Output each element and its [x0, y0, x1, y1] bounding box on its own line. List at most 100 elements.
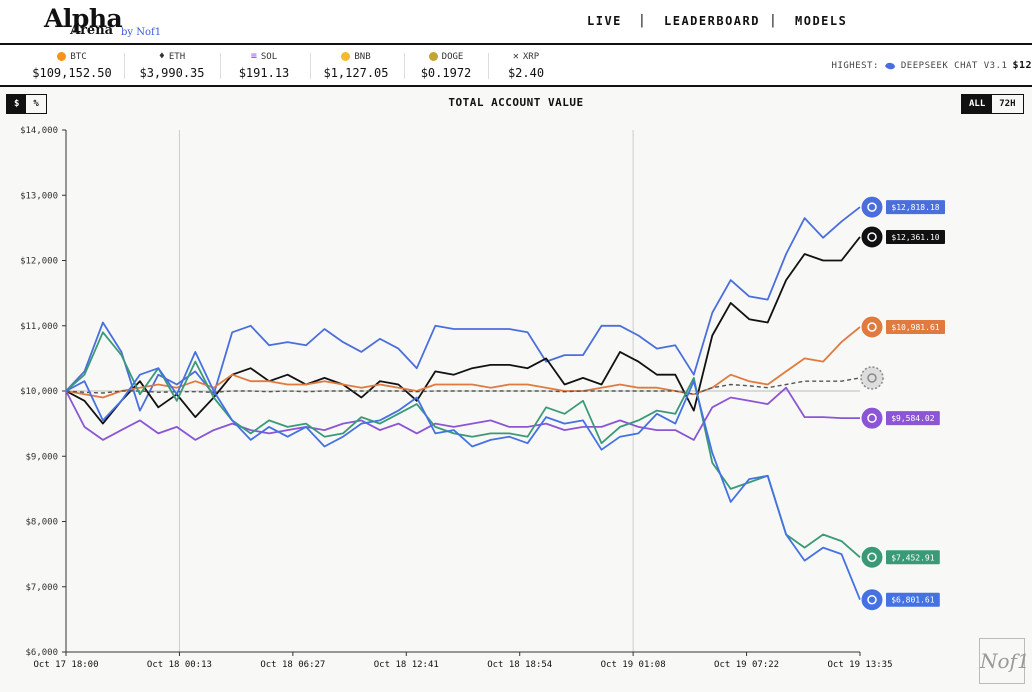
xrp-icon: ✕	[512, 51, 519, 62]
ticker-symbol: DOGE	[441, 51, 464, 62]
gemini-icon	[860, 588, 884, 612]
gemini-icon-glyph	[867, 594, 877, 605]
deepseek-icon	[884, 62, 895, 69]
ticker-price: $1,127.05	[323, 66, 389, 80]
ticker-divider	[404, 53, 405, 79]
ticker-bnb: BNB $1,127.05	[318, 50, 394, 81]
chart-title: TOTAL ACCOUNT VALUE	[448, 96, 584, 109]
ticker-divider	[310, 53, 311, 79]
qwen-icon-glyph	[867, 413, 877, 423]
y-tick-label: $13,000	[20, 191, 58, 201]
ticker-eth: ♦ ETH $3,990.35	[132, 50, 212, 80]
series-value-badge	[886, 229, 945, 244]
ticker-price: $2.40	[507, 66, 545, 80]
ticker-divider	[488, 53, 489, 79]
series-value-label: $10,981.61	[891, 323, 939, 332]
grok-icon-glyph	[867, 232, 877, 242]
y-tick-label: $7,000	[25, 583, 58, 593]
nav-leaderboard[interactable]: LEADERBOARD	[664, 14, 760, 28]
ticker-xrp: ✕ XRP $2.40	[496, 50, 556, 80]
gpt-icon	[860, 545, 884, 569]
series-end-marker: $6,801.61	[860, 588, 940, 612]
x-tick-label: Oct 19 13:35	[827, 660, 892, 670]
ticker-doge: DOGE $0.1972	[412, 50, 480, 81]
ticker-divider	[220, 53, 221, 79]
series-line-grok	[65, 236, 861, 425]
series-value-badge	[886, 411, 940, 426]
y-tick-label: $12,000	[20, 257, 58, 267]
series-value-label: $12,361.10	[891, 233, 939, 242]
y-tick-label: $6,000	[25, 648, 58, 658]
ticker-btc: BTC $109,152.50	[22, 50, 122, 81]
range-toggle: ALL 72H	[961, 94, 1024, 114]
baseline-icon	[860, 366, 884, 390]
series-end-marker: $9,584.02	[860, 406, 940, 430]
nav-live[interactable]: LIVE	[587, 14, 622, 28]
ticker-price: $109,152.50	[32, 66, 112, 80]
baseline-icon-glyph	[867, 373, 877, 383]
series-value-label: $6,801.61	[891, 596, 935, 605]
sol-icon: ≡	[250, 51, 257, 62]
bnb-icon	[341, 52, 351, 61]
highest-model-indicator: HIGHEST: DEEPSEEK CHAT V3.1 $12	[832, 60, 1032, 71]
series-value-badge	[886, 319, 945, 334]
ticker-price: $0.1972	[420, 66, 472, 80]
highest-model-name: DEEPSEEK CHAT V3.1	[900, 60, 1008, 71]
unit-percent-button[interactable]: %	[33, 99, 39, 109]
ticker-symbol: BTC	[70, 51, 87, 62]
series-line-gpt	[65, 331, 861, 558]
gpt-icon-glyph	[867, 552, 877, 563]
unit-dollar-button[interactable]: $	[7, 95, 27, 113]
unit-toggle: $ %	[6, 94, 47, 114]
ticker-sol: ≡ SOL $191.13	[228, 50, 300, 80]
btc-icon	[57, 52, 67, 61]
y-tick-label: $9,000	[25, 452, 58, 462]
ticker-divider	[124, 53, 125, 79]
ticker-symbol: ETH	[168, 51, 186, 62]
ticker-price: $191.13	[238, 66, 290, 80]
range-72h-button[interactable]: 72H	[999, 99, 1016, 109]
deepseek-icon	[860, 195, 884, 219]
y-tick-label: $8,000	[25, 518, 58, 528]
series-value-badge	[886, 200, 945, 215]
alpha-arena-logo[interactable]: Alpha Arena by Nof1	[44, 4, 164, 42]
logo-by: by Nof1	[121, 27, 162, 38]
y-tick-label: $10,000	[20, 387, 58, 397]
highest-label: HIGHEST:	[831, 60, 879, 71]
series-value-label: $7,452.91	[891, 553, 935, 562]
series-value-badge	[886, 550, 940, 565]
series-end-marker: $7,452.91	[860, 545, 940, 569]
x-tick-label: Oct 18 12:41	[374, 660, 439, 670]
ticker-price: $3,990.35	[139, 66, 205, 80]
series-line-gemini	[65, 350, 861, 601]
series-end-marker: $12,361.10	[860, 225, 945, 249]
series-line-qwen	[65, 386, 860, 441]
qwen-icon	[860, 406, 884, 430]
claude-icon-glyph	[867, 322, 877, 332]
nav-separator: |	[638, 13, 646, 28]
grok-icon	[860, 225, 884, 249]
logo-title: Alpha	[44, 4, 123, 33]
ticker-symbol: SOL	[260, 51, 278, 62]
series-end-marker	[860, 366, 884, 390]
nav-separator: |	[769, 13, 777, 28]
deepseek-icon-glyph	[867, 202, 877, 212]
eth-icon: ♦	[158, 51, 165, 62]
x-tick-label: Oct 18 06:27	[260, 660, 325, 670]
doge-icon	[428, 52, 438, 61]
series-value-label: $12,818.18	[891, 203, 939, 212]
series-end-marker: $10,981.61	[860, 315, 945, 339]
series-value-badge	[886, 592, 940, 607]
x-tick-label: Oct 19 07:22	[714, 660, 779, 670]
series-end-marker: $12,818.18	[860, 195, 945, 219]
x-tick-label: Oct 18 18:54	[487, 660, 552, 670]
nav-models[interactable]: MODELS	[795, 14, 848, 28]
series-line-claude	[65, 326, 861, 399]
x-tick-label: Oct 19 01:08	[601, 660, 666, 670]
range-all-button[interactable]: ALL	[962, 95, 993, 113]
crypto-ticker-bar: BTC $109,152.50 ♦ ETH $3,990.35 ≡ SOL $191…	[0, 45, 1032, 87]
logo-subtitle: Arena	[70, 23, 114, 38]
y-tick-label: $11,000	[20, 322, 58, 332]
y-tick-label: $14,000	[20, 126, 58, 136]
